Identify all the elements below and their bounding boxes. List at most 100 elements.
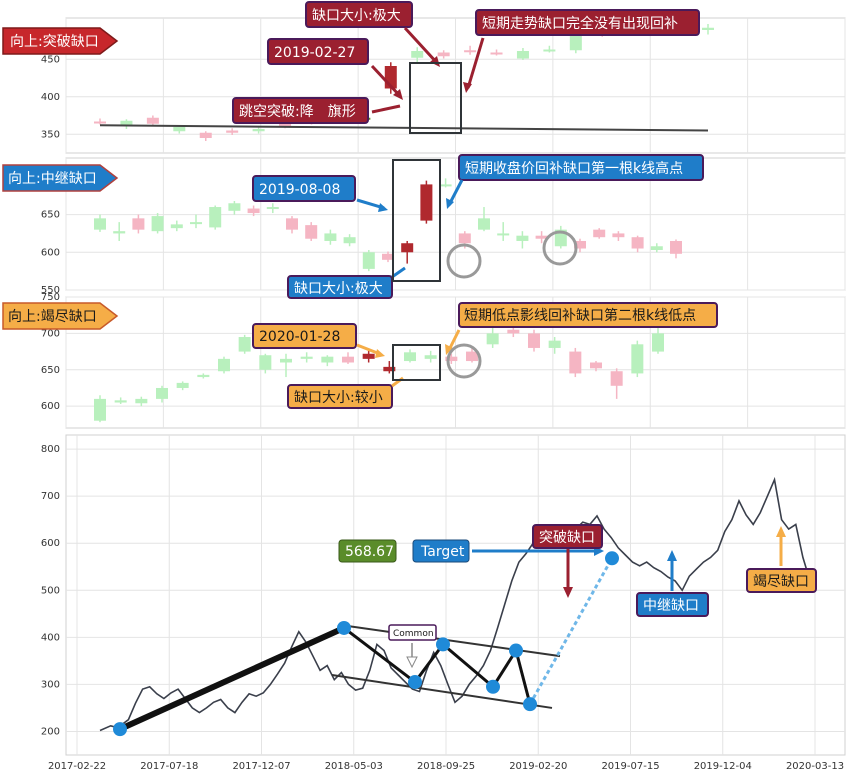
panel4-annotations: 568.67 Target 突破缺口 中继缺口 竭尽缺口 Common — [338, 524, 817, 669]
pattern-point — [436, 637, 450, 652]
candle-body — [132, 218, 145, 230]
arrow-head-3b — [445, 344, 453, 355]
gap-size-text-2: 缺口大小:极大 — [294, 281, 383, 297]
y-tick-label: 750 — [41, 292, 60, 303]
candle-body — [114, 400, 127, 403]
candle-body — [279, 123, 292, 126]
candle-body — [176, 382, 189, 388]
candle-body — [458, 233, 471, 244]
fill-note-text-2: 短期收盘价回补缺口第一根k线高点 — [465, 160, 683, 177]
fill-note-text-1: 短期走势缺口完全没有出现回补 — [482, 15, 678, 32]
x-tick-label: 2019-02-20 — [509, 761, 567, 772]
candle-body — [490, 52, 503, 55]
pattern-point — [605, 551, 619, 566]
candle-body — [286, 218, 298, 230]
pattern-point — [486, 679, 500, 694]
pattern-segment — [442, 643, 494, 688]
candle-body — [226, 130, 239, 133]
arrow-3a — [356, 343, 381, 356]
x-tick-label: 2017-12-07 — [232, 761, 290, 772]
candle-body — [259, 355, 272, 370]
breakaway-date-label — [267, 38, 369, 65]
candle-body — [507, 329, 520, 334]
candle-body — [94, 218, 106, 230]
arrow-1a — [403, 26, 440, 66]
candle-body — [362, 252, 375, 269]
x-tick-label: 2019-07-15 — [601, 761, 659, 772]
candle-body — [280, 358, 292, 363]
pattern-point — [523, 697, 537, 712]
arrow-head-3a — [375, 349, 385, 358]
arrow-2c — [391, 266, 406, 279]
candle-body — [516, 51, 529, 59]
gap-box-1 — [409, 62, 462, 134]
candle-body — [362, 353, 375, 359]
fill-note-text-3: 短期低点影线回补缺口第二根k线低点 — [464, 307, 696, 324]
common-text: Common — [393, 629, 434, 639]
runaway-date-label — [252, 175, 356, 202]
candle-body — [156, 387, 168, 399]
x-tick-label: 2019-12-04 — [694, 761, 752, 772]
runaway-date-text: 2019-08-08 — [259, 182, 340, 198]
candle-body — [197, 374, 210, 378]
y-tick-label: 200 — [41, 726, 60, 737]
panel-overview: 2017-02-22 2017-07-18 2017-12-07 2018-05-03… — [41, 434, 846, 772]
candle-body — [612, 233, 625, 238]
candle-body — [593, 229, 606, 238]
gap-size-text-3: 缺口大小:较小 — [294, 390, 383, 406]
panel3-annotations: 向上:竭尽缺口 2020-01-28 短期低点影线回补缺口第二根k线低点 缺口大… — [2, 302, 718, 409]
gap-box-2 — [392, 159, 441, 282]
pattern-segment — [413, 643, 445, 683]
common-label — [388, 624, 437, 641]
arrow-head-2a — [378, 203, 388, 212]
arrow-head-1a — [430, 56, 440, 67]
y-tick-label: 450 — [41, 54, 60, 65]
candle-body — [516, 235, 529, 241]
fill-circle-3 — [446, 343, 482, 379]
candle-body — [190, 222, 202, 225]
x-tick-label: 2018-09-25 — [417, 761, 475, 772]
exhaustion-date-label — [252, 323, 357, 349]
runaway-marker-text: 中继缺口 — [643, 598, 699, 614]
y-tick-label: 550 — [41, 285, 60, 296]
candle-body — [478, 218, 490, 230]
price-line — [99, 476, 811, 732]
exhaustion-title-banner — [2, 302, 119, 330]
y-tick-label: 600 — [41, 538, 60, 549]
pattern-segment — [343, 626, 416, 684]
arrow-head-1b — [393, 89, 403, 100]
candle-body — [300, 356, 313, 359]
y-tick-label: 300 — [41, 679, 60, 690]
candle-body — [146, 117, 159, 124]
y-tick-label: 500 — [41, 585, 60, 596]
candle-body — [94, 398, 106, 421]
candle-body — [343, 237, 356, 244]
x-tick-label: 2017-02-22 — [48, 761, 106, 772]
y-tick-label: 600 — [41, 401, 60, 412]
channel-bottom — [331, 674, 553, 709]
pattern-label-1 — [232, 97, 369, 124]
candle-body — [401, 243, 414, 253]
candle-body — [120, 120, 133, 126]
candle-body — [170, 224, 183, 229]
candle-body — [543, 49, 556, 52]
panel-exhaustion: 600 650 700 750 — [41, 292, 846, 429]
breakaway-title: 向上:突破缺口 — [10, 34, 99, 50]
breakaway-marker-label — [532, 524, 603, 549]
candle-body — [569, 351, 582, 374]
candle-body — [702, 27, 714, 30]
candle-body — [228, 203, 241, 211]
candle-body — [445, 356, 458, 362]
candle-body — [466, 351, 478, 362]
y-tick-label: 400 — [41, 92, 60, 103]
pattern-segment — [491, 649, 518, 688]
exhaustion-marker-label — [746, 568, 817, 593]
plot-area — [65, 434, 846, 756]
candle-body — [321, 356, 334, 363]
candle-body — [247, 208, 260, 214]
pattern-segment — [118, 625, 346, 732]
breakaway-marker-head — [563, 587, 573, 598]
candle-body — [252, 129, 265, 132]
runaway-title: 向上:中继缺口 — [8, 171, 97, 187]
candle-body — [420, 184, 433, 221]
